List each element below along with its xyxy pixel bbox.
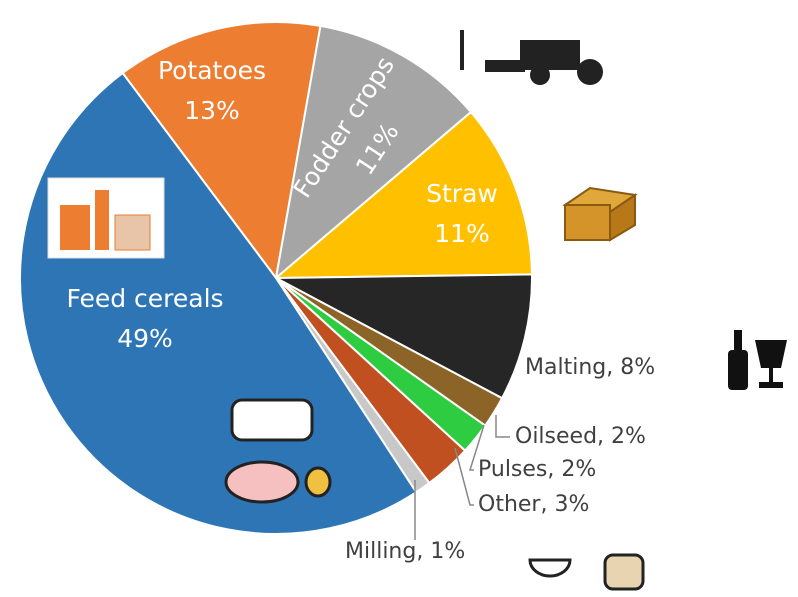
category-label: Feed cereals: [66, 284, 223, 313]
pie: [20, 22, 532, 534]
value-label: 11%: [434, 219, 490, 248]
value-label: 2%: [611, 424, 646, 449]
category-label: Other: [478, 492, 541, 517]
icon-harvester: [460, 30, 603, 85]
label-separator: ,: [540, 492, 554, 517]
value-label: 1%: [430, 539, 465, 564]
label-separator: ,: [416, 539, 430, 564]
label-separator: ,: [547, 457, 561, 482]
leader-line: [455, 448, 474, 505]
chart: Potatoes13%Fodder crops11%Straw11%Maltin…: [0, 0, 798, 597]
value-label: 8%: [620, 355, 655, 380]
slice-label: Oilseed, 2%: [515, 424, 646, 449]
category-label: Oilseed: [515, 424, 597, 449]
value-label: 13%: [184, 96, 240, 125]
slice-label: Malting, 8%: [525, 355, 655, 380]
category-label: Milling: [345, 539, 416, 564]
icon-bale: [565, 188, 635, 240]
icon-factory: [48, 178, 164, 258]
category-label: Straw: [426, 179, 498, 208]
icon-drinks: [728, 330, 787, 390]
value-label: 2%: [561, 457, 596, 482]
label-separator: ,: [597, 424, 611, 449]
category-label: Malting: [525, 355, 606, 380]
icon-bread: [530, 555, 643, 589]
slice-label: Pulses, 2%: [478, 457, 596, 482]
slice-label: Milling, 1%: [345, 539, 465, 564]
slice-label: Other, 3%: [478, 492, 589, 517]
category-label: Potatoes: [158, 56, 266, 85]
category-label: Pulses: [478, 457, 547, 482]
value-label: 3%: [554, 492, 589, 517]
leader-line: [496, 415, 510, 437]
label-separator: ,: [606, 355, 620, 380]
value-label: 49%: [117, 324, 173, 353]
